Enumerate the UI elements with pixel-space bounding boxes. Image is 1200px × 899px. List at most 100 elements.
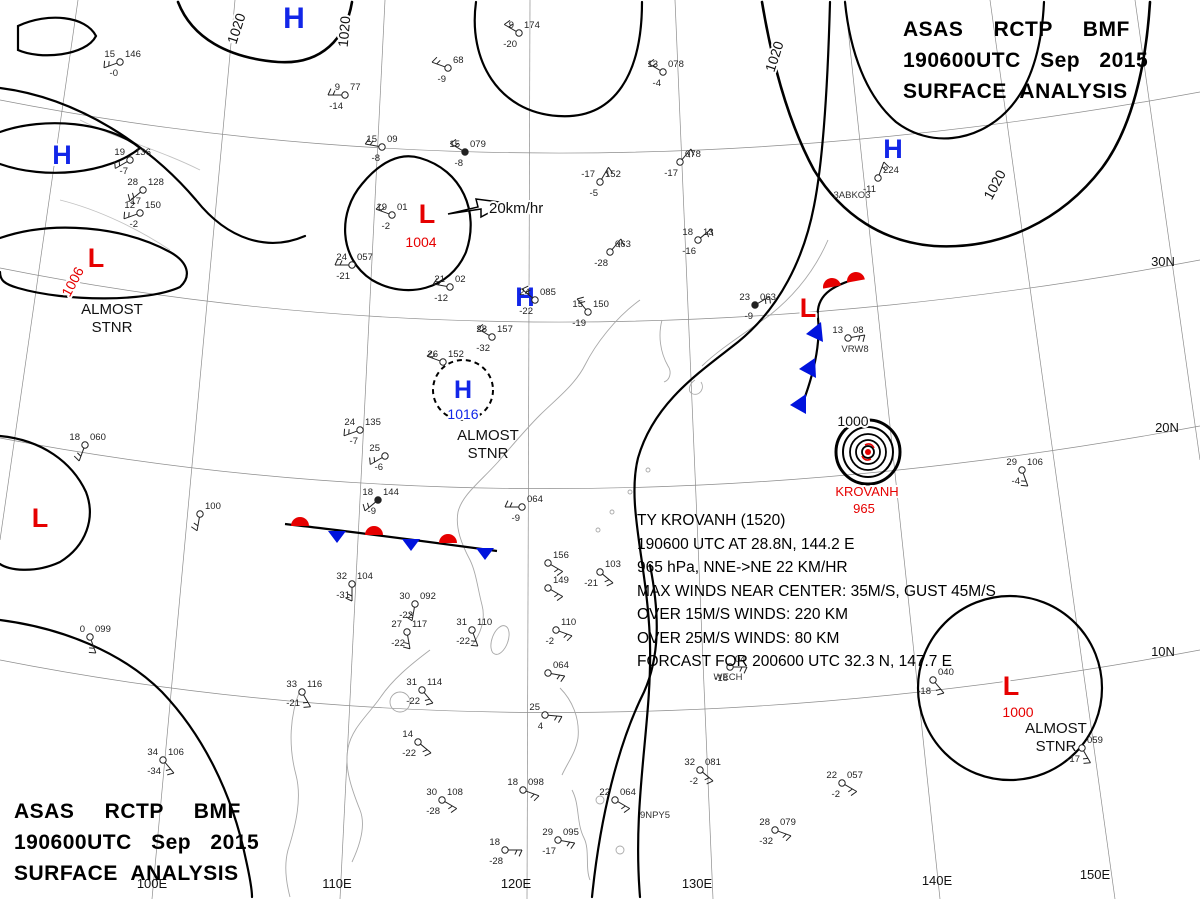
station-plot: 057 -21 xyxy=(334,252,373,282)
station-temp: 24 xyxy=(519,287,530,298)
station-plot: 156 xyxy=(544,550,569,576)
longitude-label: 110E xyxy=(322,876,352,891)
station-temp: 18 xyxy=(69,432,80,443)
station-temp: 15 xyxy=(104,49,115,60)
station-pressure: 104 xyxy=(357,571,373,582)
station-temp: 23 xyxy=(739,292,750,303)
chart-title-line: SURFACE ANALYSIS xyxy=(14,862,239,885)
station-temp: 32 xyxy=(336,571,347,582)
high-center-symbol: H xyxy=(454,376,472,404)
station-plot: -28 xyxy=(489,846,523,867)
almost-stnr-label: ALMOST xyxy=(457,427,519,444)
station-plot: 09 -8 xyxy=(364,134,398,164)
station-pressure: 064 xyxy=(620,787,636,798)
station-plot: 150 -19 xyxy=(572,296,609,329)
station-temp: 25 xyxy=(369,443,380,454)
typhoon-info-line: MAX WINDS NEAR CENTER: 35M/S, GUST 45M/S xyxy=(637,582,996,600)
station-temp: 9 xyxy=(509,20,514,31)
station-temp: 28 xyxy=(759,817,770,828)
station-dewpoint: -9 xyxy=(512,513,520,524)
station-plot: 085 -22 xyxy=(519,285,556,317)
movement-speed-label: 20km/hr xyxy=(489,200,543,217)
station-dewpoint: -28 xyxy=(594,258,608,269)
station-pressure: 106 xyxy=(1027,457,1043,468)
station-plot: 059 -17 xyxy=(1066,735,1103,765)
station-plot: 100 xyxy=(191,501,221,532)
station-temp: 31 xyxy=(406,677,417,688)
station-temp: 22 xyxy=(599,787,610,798)
station-plot: 174 -20 xyxy=(503,20,540,50)
station-dewpoint: -22 xyxy=(399,610,413,621)
station-dewpoint: -2 xyxy=(382,221,390,232)
station-dewpoint: -19 xyxy=(572,318,586,329)
high-center-symbol: H xyxy=(283,2,305,35)
almost-stnr-label: STNR xyxy=(92,319,133,336)
station-plot: 078 -17 xyxy=(664,148,701,179)
station-temp: 28 xyxy=(127,177,138,188)
station-pressure: 174 xyxy=(524,20,540,31)
station-plot: -6 xyxy=(369,452,389,473)
chart-title-line: 190600UTC Sep 2015 xyxy=(903,49,1149,72)
callsign-label: VRW8 xyxy=(841,344,868,355)
station-plot: 078 -4 xyxy=(647,59,684,89)
station-pressure: 063 xyxy=(760,292,776,303)
low-center-symbol: L xyxy=(800,293,817,323)
station-plot: 114 -22 xyxy=(406,677,442,707)
station-dewpoint: -17 xyxy=(664,168,678,179)
station-plot: 064 xyxy=(611,787,636,813)
latitude-label: 10N xyxy=(1151,644,1175,659)
station-dewpoint: 4 xyxy=(538,721,543,732)
chart-title-bottom-left: ASAS RCTP BMF 190600UTC Sep 2015 SURFACE… xyxy=(14,796,259,889)
station-temp: 13 xyxy=(832,325,843,336)
station-dewpoint: -22 xyxy=(402,748,416,759)
station-dewpoint: -21 xyxy=(336,271,350,282)
station-dewpoint: -2 xyxy=(690,776,698,787)
station-pressure: 064 xyxy=(553,660,569,671)
isobar-value-label: 1020 xyxy=(224,11,249,46)
station-pressure: 68 xyxy=(453,55,464,66)
station-plot: 77 -14 xyxy=(327,82,361,112)
station-plot: 150 -2 xyxy=(123,200,161,230)
pressure-value-label: 1016 xyxy=(447,406,478,422)
station-dewpoint: -17 xyxy=(127,196,141,207)
station-temp: 18 xyxy=(489,837,500,848)
station-dewpoint: -18 xyxy=(917,686,931,697)
low-center-symbol: L xyxy=(1003,671,1020,701)
station-pressure: 149 xyxy=(553,575,569,586)
station-pressure: 108 xyxy=(447,787,463,798)
low-center-symbol: L xyxy=(32,503,49,533)
storm-pressure-label: 965 xyxy=(853,501,875,516)
station-plot: 68 -9 xyxy=(431,55,464,85)
station-temp: 12 xyxy=(124,200,135,211)
station-temp: 24 xyxy=(344,417,355,428)
chart-title-line: 190600UTC Sep 2015 xyxy=(14,831,260,854)
station-plot: 106 -34 xyxy=(147,747,184,777)
station-temp: 34 xyxy=(147,747,158,758)
station-plot: 081 -2 xyxy=(690,757,721,787)
station-pressure: 098 xyxy=(528,777,544,788)
station-plot: 110 -22 xyxy=(456,617,492,647)
station-plot: 099 xyxy=(86,624,111,654)
station-dewpoint: -2 xyxy=(546,636,554,647)
station-temp: -17 xyxy=(581,169,595,180)
station-pressure: 078 xyxy=(685,149,701,160)
high-center-symbol: H xyxy=(515,282,535,312)
station-temp: 9 xyxy=(335,82,340,93)
station-temp: 18 xyxy=(682,227,693,238)
station-dewpoint: -9 xyxy=(368,506,376,517)
chart-title-top-right: ASAS RCTP BMF 190600UTC Sep 2015 SURFACE… xyxy=(903,14,1148,107)
station-pressure: 77 xyxy=(350,82,361,93)
station-plot: 064 xyxy=(544,660,569,682)
station-plot: 02 -12 xyxy=(432,274,466,304)
station-dewpoint: -7 xyxy=(350,436,358,447)
station-plot: 092 -22 xyxy=(399,591,436,622)
station-plot: 057 -2 xyxy=(832,770,863,800)
station-plot: 135 -7 xyxy=(343,417,381,447)
station-pressure: 128 xyxy=(148,177,164,188)
chart-title-line: SURFACE ANALYSIS xyxy=(903,80,1128,103)
station-temp: 21 xyxy=(434,274,445,285)
station-plot: 063 -28 xyxy=(594,238,631,269)
station-plot: 110 -2 xyxy=(546,617,577,647)
station-temp: 22 xyxy=(826,770,837,781)
station-temp: 15 xyxy=(449,139,460,150)
